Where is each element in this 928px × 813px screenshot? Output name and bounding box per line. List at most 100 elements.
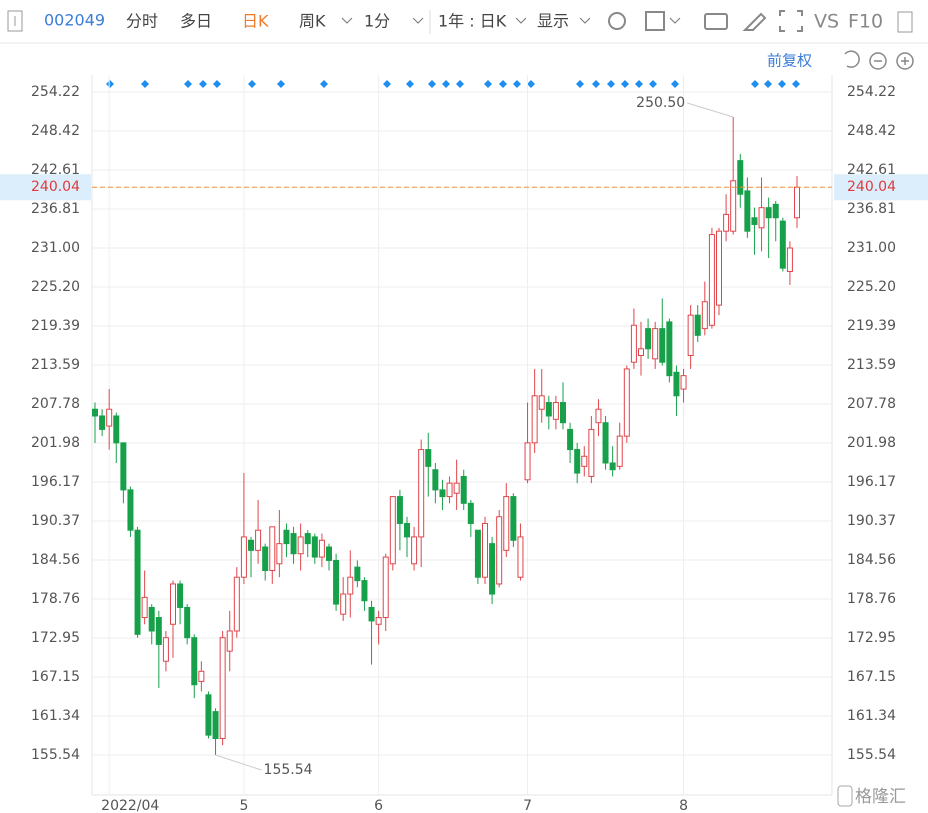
candle-body <box>396 496 403 524</box>
candle-body <box>687 314 694 356</box>
y-tick-label: 231.00 <box>31 240 80 256</box>
candle-body <box>474 529 481 578</box>
y-tick-label-right: 213.59 <box>847 357 896 373</box>
overlays: 240.04 240.04 250.50 155.54 <box>0 95 928 778</box>
candle-body <box>120 442 127 491</box>
candle-body <box>184 606 191 639</box>
candle-body <box>99 415 106 430</box>
candle-body <box>574 449 581 474</box>
candle-body <box>779 220 786 269</box>
candle-body <box>354 566 361 582</box>
candle-body <box>645 328 652 350</box>
candle-body <box>638 348 644 356</box>
x-tick-label: 5 <box>239 798 248 813</box>
candle-body <box>389 496 396 565</box>
candle-body <box>240 536 247 578</box>
tab[interactable]: 显示 <box>537 12 569 31</box>
stock-code[interactable]: 002049 <box>44 11 105 30</box>
camera-icon[interactable] <box>704 13 728 30</box>
y-tick-label-right: 248.42 <box>847 123 896 139</box>
candle-body <box>467 502 474 524</box>
x-tick-label: 7 <box>523 798 532 813</box>
zoom-out[interactable] <box>869 52 887 70</box>
candle-body <box>609 462 616 471</box>
candle-body <box>432 469 439 491</box>
candle-body <box>92 408 98 417</box>
candle-body <box>567 428 574 451</box>
y-tick-label: 167.15 <box>31 669 80 685</box>
candle-body <box>510 496 517 541</box>
candle-body <box>595 408 602 424</box>
tab[interactable]: 周K <box>299 12 326 31</box>
y-tick-label: 201.98 <box>31 435 80 451</box>
y-tick-label-right: 207.78 <box>847 396 896 412</box>
candle-body <box>531 395 538 444</box>
candle-body <box>517 536 524 578</box>
candle-body <box>623 368 630 437</box>
y-tick-label-right: 254.22 <box>847 84 896 100</box>
candle-body <box>170 583 176 625</box>
y-tick-label: 196.17 <box>31 474 80 490</box>
candle-body <box>786 247 793 273</box>
candle-body <box>205 694 212 736</box>
candle-body <box>347 576 354 595</box>
y-tick-label: 172.95 <box>31 630 80 646</box>
candle-body <box>765 207 772 219</box>
vs-button[interactable]: VS <box>814 11 839 33</box>
annotation-label: 155.54 <box>264 762 313 778</box>
dropdown-arrow <box>515 17 527 24</box>
candle-body <box>489 543 496 595</box>
fullscreen-icon[interactable] <box>779 10 803 32</box>
y-tick-label: 178.76 <box>31 591 80 607</box>
overlay-icon[interactable] <box>645 11 665 31</box>
y-tick-label: 213.59 <box>31 357 80 373</box>
watermark-logo <box>837 785 853 807</box>
tab[interactable]: 多日 <box>180 12 212 31</box>
tab[interactable]: 1分 <box>364 12 390 31</box>
candle-body <box>552 402 559 420</box>
tab-active[interactable]: 日K <box>242 12 269 31</box>
candle-body <box>694 314 701 336</box>
settings-icon[interactable] <box>608 12 626 30</box>
zoom-in[interactable] <box>896 52 914 70</box>
candle-body <box>666 321 673 377</box>
y-tick-label: 254.22 <box>31 84 80 100</box>
candle-body <box>127 489 134 531</box>
candle-body <box>744 190 751 232</box>
candle-body <box>155 617 162 645</box>
y-tick-label-right: 167.15 <box>847 669 896 685</box>
y-tick-label-right: 184.56 <box>847 552 896 568</box>
candle-body <box>333 559 340 605</box>
side-toggle[interactable] <box>897 11 913 33</box>
candle-body <box>162 637 169 662</box>
candle-body <box>446 482 453 498</box>
candle-body <box>453 482 460 494</box>
candle-body <box>616 435 623 467</box>
adjust-mode[interactable]: 前复权 <box>767 52 812 70</box>
candle-body <box>404 522 410 538</box>
y-tick-label-right: 190.37 <box>847 513 896 529</box>
event-markers[interactable] <box>106 80 800 88</box>
candle-body <box>588 428 595 477</box>
y-tick-label-right: 242.61 <box>847 162 896 178</box>
draw-icon[interactable] <box>742 12 767 31</box>
candle-body <box>659 328 666 363</box>
candle-body <box>212 711 219 739</box>
candle-body <box>297 536 304 555</box>
side-toggle[interactable] <box>7 10 23 32</box>
candle-body <box>730 180 737 232</box>
candle-body <box>148 606 155 632</box>
y-tick-label-right: 161.34 <box>847 708 896 724</box>
candle-body <box>177 583 184 608</box>
last-price-label: 240.04 <box>31 179 80 195</box>
candle-body <box>304 533 311 545</box>
f10-button[interactable]: F10 <box>848 11 883 33</box>
annotation-leader <box>687 102 734 118</box>
tab[interactable]: 分时 <box>126 12 158 31</box>
candle-body <box>290 533 297 555</box>
zoom-in-plus <box>901 57 909 65</box>
reset-icon[interactable] <box>844 50 860 68</box>
tab[interactable]: 1年 : 日K <box>438 12 507 31</box>
